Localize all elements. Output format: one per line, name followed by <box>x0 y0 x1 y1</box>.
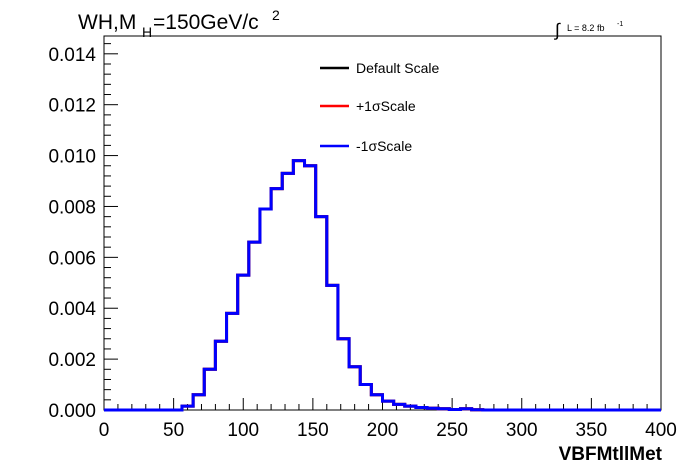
series-line-2 <box>104 159 661 412</box>
x-tick-label: 250 <box>436 420 468 441</box>
y-tick-label: 0.008 <box>48 197 96 218</box>
plot-title: WH,M H =150GeV/c 2 <box>78 7 280 40</box>
luminosity-superscript: -1 <box>617 21 623 28</box>
y-tick-label: 0.010 <box>48 147 96 168</box>
integral-symbol: ∫ <box>553 20 561 40</box>
title-superscript: 2 <box>272 7 280 23</box>
title-subscript: H <box>142 24 152 40</box>
y-axis: 0.000 0.002 0.004 0.006 0.008 0.010 0.012 0.014 <box>48 43 118 422</box>
x-tick-label: 400 <box>645 420 677 441</box>
title-rest: =150GeV/c <box>153 11 259 34</box>
x-tick-label: 150 <box>297 420 329 441</box>
x-tick-label: 50 <box>163 420 184 441</box>
legend-label-minus1sigma: -1σScale <box>356 138 412 154</box>
y-tick-label: 0.004 <box>48 299 96 320</box>
y-tick-label: 0.000 <box>48 401 96 422</box>
title-main: WH,M <box>78 11 136 34</box>
legend: Default Scale +1σScale -1σScale <box>320 60 439 154</box>
x-tick-label: 0 <box>99 420 110 441</box>
x-axis-title: VBFMtllMet <box>559 444 663 465</box>
y-tick-label: 0.002 <box>48 350 96 371</box>
y-tick-label: 0.012 <box>48 96 96 117</box>
x-tick-label: 350 <box>576 420 608 441</box>
luminosity-label: ∫ L = 8.2 fb -1 <box>553 20 623 40</box>
y-tick-label: 0.014 <box>48 45 96 66</box>
legend-label-plus1sigma: +1σScale <box>356 98 416 114</box>
histogram-series <box>104 159 661 412</box>
luminosity-text: L = 8.2 fb <box>567 23 604 33</box>
x-axis: 0 50 100 150 200 250 300 350 400 <box>99 398 677 441</box>
y-tick-label: 0.006 <box>48 248 96 269</box>
legend-label-default: Default Scale <box>356 60 439 76</box>
x-tick-label: 100 <box>227 420 259 441</box>
x-tick-label: 200 <box>367 420 399 441</box>
x-tick-label: 300 <box>506 420 538 441</box>
